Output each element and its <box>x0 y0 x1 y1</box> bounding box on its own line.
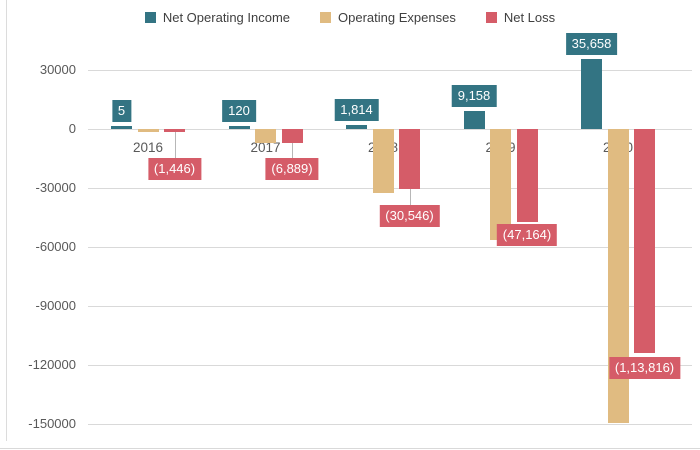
data-label-net-loss-2017: (6,889) <box>265 157 319 180</box>
bar-operating-expenses-2020 <box>607 129 629 423</box>
leader-line-2018 <box>410 189 411 206</box>
bar-operating-expenses-2019 <box>490 129 511 240</box>
data-label-net-operating-income-2018: 1,814 <box>334 99 379 122</box>
data-label-net-operating-income-2020: 35,658 <box>565 32 618 55</box>
data-label-net-loss-2020: (1,13,816) <box>608 356 681 379</box>
data-label-net-operating-income-2016: 5 <box>111 100 132 122</box>
legend-item-operating-expenses: Operating Expenses <box>320 10 456 25</box>
data-label-net-loss-2016: (1,446) <box>147 158 202 180</box>
gridline-30000 <box>88 70 692 71</box>
category-label-2016: 2016 <box>132 140 164 155</box>
bar-operating-expenses-2018 <box>372 129 394 193</box>
bar-net-loss-2020 <box>634 129 655 353</box>
gridline--90000 <box>88 306 692 307</box>
legend-label: Net Operating Income <box>162 9 291 25</box>
bar-net-operating-income-2017 <box>228 126 250 129</box>
bar-net-loss-2018 <box>399 129 420 190</box>
leader-line-2016 <box>175 132 176 158</box>
y-axis-tick-label: -60000 <box>35 239 76 254</box>
bar-net-loss-2016 <box>164 129 185 132</box>
bar-net-operating-income-2016 <box>111 126 132 129</box>
data-label-net-loss-2018: (30,546) <box>379 205 440 228</box>
y-axis-tick-label: 0 <box>68 121 76 136</box>
chart-left-border <box>6 0 7 441</box>
legend-label: Operating Expenses <box>338 9 456 25</box>
bar-net-loss-2017 <box>281 129 303 143</box>
bar-net-operating-income-2019 <box>463 110 485 129</box>
data-label-net-operating-income-2019: 9,158 <box>451 84 497 107</box>
gridline--150000 <box>88 424 692 425</box>
legend: Net Operating Income Operating Expenses Ne… <box>0 6 700 28</box>
bar-net-loss-2019 <box>516 129 538 222</box>
y-axis-tick-label: -90000 <box>35 298 76 313</box>
legend-label: Net Loss <box>503 9 556 25</box>
bar-operating-expenses-2017 <box>255 129 276 143</box>
y-axis-tick-label: -150000 <box>28 416 76 431</box>
gridline--60000 <box>88 247 692 248</box>
y-axis-tick-label: -120000 <box>28 357 76 372</box>
category-label-2017: 2017 <box>250 140 281 155</box>
y-axis-tick-label: 30000 <box>39 62 76 77</box>
legend-item-net-loss: Net Loss <box>485 9 556 25</box>
data-label-net-operating-income-2017: 120 <box>222 100 256 122</box>
legend-swatch-icon <box>485 11 497 23</box>
bar-net-operating-income-2020 <box>581 58 602 129</box>
gridline--120000 <box>88 365 692 366</box>
legend-swatch-icon <box>320 11 332 23</box>
y-axis-tick-label: -30000 <box>35 180 76 195</box>
bar-operating-expenses-2016 <box>137 129 159 132</box>
chart-bottom-border <box>0 448 700 449</box>
bar-net-operating-income-2018 <box>346 125 367 129</box>
leader-line-2017 <box>292 142 293 158</box>
legend-item-net-operating-income: Net Operating Income <box>144 9 291 25</box>
data-label-net-loss-2019: (47,164) <box>496 223 558 246</box>
legend-swatch-icon <box>144 11 156 23</box>
